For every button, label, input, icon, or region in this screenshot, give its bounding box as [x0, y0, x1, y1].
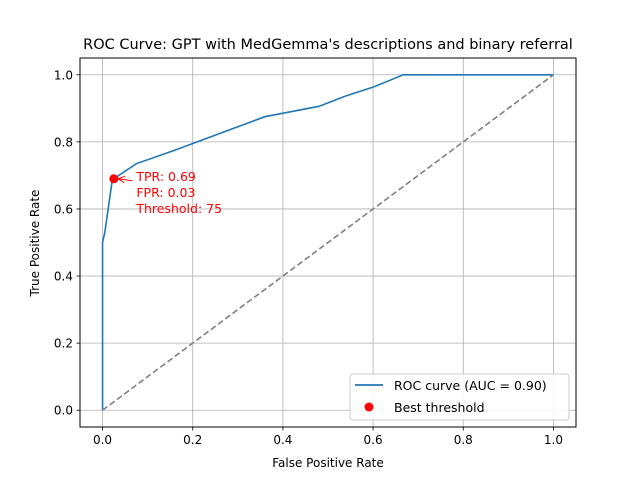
annotation-text-line: TPR: 0.69 — [135, 169, 196, 184]
series-layer — [101, 73, 554, 411]
x-tick-label: 0.4 — [273, 433, 292, 447]
legend-label-roc: ROC curve (AUC = 0.90) — [394, 378, 547, 393]
y-axis-label: True Positive Rate — [28, 190, 42, 298]
y-tick-label: 0.6 — [54, 202, 73, 216]
legend-box — [349, 373, 570, 421]
annotation-text-line: FPR: 0.03 — [136, 185, 195, 200]
x-tick-label: 1.0 — [544, 433, 563, 447]
y-tick-label: 0.4 — [54, 270, 73, 284]
y-tick-label: 0.0 — [54, 404, 73, 418]
x-tick-label: 0.0 — [93, 433, 112, 447]
x-tick-label: 0.8 — [454, 433, 473, 447]
legend-marker-swatch — [364, 402, 374, 412]
annotation-arrow-head — [116, 175, 126, 184]
best-threshold-point — [109, 174, 119, 184]
chance-diagonal-line — [102, 74, 554, 411]
x-tick-label: 0.2 — [183, 433, 202, 447]
legend-label-best-threshold: Best threshold — [394, 400, 485, 415]
chart-title: ROC Curve: GPT with MedGemma's descripti… — [83, 37, 573, 53]
roc-curve-line — [101, 73, 554, 411]
annotation-text-line: Threshold: 75 — [135, 201, 222, 216]
y-tick-label: 1.0 — [54, 68, 73, 82]
x-axis-label: False Positive Rate — [272, 456, 384, 470]
y-tick-label: 0.8 — [54, 135, 73, 149]
grid — [80, 58, 576, 427]
annotation-arrow-shaft — [117, 178, 133, 182]
y-tick-label: 0.2 — [54, 337, 73, 351]
plot-frame — [79, 57, 577, 428]
legend: ROC curve (AUC = 0.90) Best threshold — [349, 373, 570, 421]
x-tick-label: 0.6 — [364, 433, 383, 447]
axis-ticks: 0.0 0.2 0.4 0.6 0.8 1.0 0.0 0.2 0.4 0.6 0.8 1.0 — [54, 68, 563, 447]
